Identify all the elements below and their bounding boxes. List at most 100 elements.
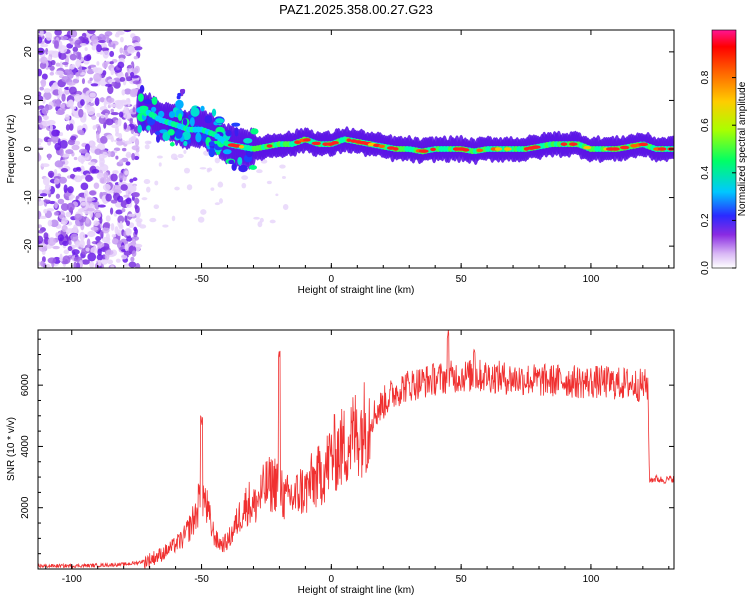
spectrogram-noise-blob bbox=[89, 77, 93, 82]
spectrogram-noise-blob bbox=[55, 70, 64, 76]
spectrogram-noise-blob bbox=[43, 208, 48, 214]
spectrogram-noise-blob bbox=[68, 38, 74, 42]
spectrogram-noise-blob bbox=[67, 186, 74, 194]
spectrogram-xtick-label: -100 bbox=[62, 274, 82, 285]
spectrogram-noise-blob bbox=[101, 259, 108, 265]
spectrogram-xtick-label: 0 bbox=[329, 274, 335, 285]
spectrogram-noise-blob bbox=[49, 65, 55, 71]
spectrogram-noise-blob bbox=[241, 182, 247, 189]
spectrogram-noise-blob bbox=[102, 151, 108, 158]
spectrogram-noise-blob bbox=[103, 221, 111, 229]
spectrogram-noise-blob bbox=[124, 243, 129, 252]
colorbar-label: Normalized spectral amplitude bbox=[737, 81, 748, 216]
spectrogram-noise-blob bbox=[74, 175, 83, 183]
snr-ytick-label: 6000 bbox=[20, 374, 31, 397]
spectrogram-ridge-blob bbox=[243, 137, 253, 144]
spectrogram-noise-blob bbox=[153, 204, 160, 210]
spectrogram-ridge-blob bbox=[156, 135, 161, 143]
spectrogram-noise-blob bbox=[129, 178, 134, 183]
spectrogram-noise-blob bbox=[114, 33, 120, 38]
spectrogram-noise-blob bbox=[61, 93, 66, 102]
spectrogram-noise-blob bbox=[207, 167, 213, 172]
spectrogram-ridge-peak bbox=[638, 142, 649, 147]
spectrogram-noise-blob bbox=[125, 203, 132, 208]
spectrogram-noise-blob bbox=[111, 238, 119, 244]
spectrogram-noise-blob bbox=[132, 107, 136, 113]
spectrogram-noise-blob bbox=[72, 167, 78, 172]
spectrogram-noise-blob bbox=[117, 61, 125, 69]
spectrogram-noise-blob bbox=[123, 122, 128, 130]
spectrogram-noise-blob bbox=[87, 66, 92, 70]
spectrogram-noise-blob bbox=[99, 157, 105, 166]
spectrogram-marks bbox=[38, 30, 674, 268]
spectrogram-noise-blob bbox=[114, 119, 119, 126]
spectrogram-noise-blob bbox=[84, 152, 90, 161]
spectrogram-ridge-peak bbox=[331, 140, 339, 145]
spectrogram-noise-blob bbox=[197, 216, 205, 223]
spectrogram-noise-blob bbox=[78, 108, 84, 118]
spectrogram-noise-blob bbox=[57, 234, 65, 242]
spectrogram-noise-blob bbox=[41, 107, 49, 115]
spectrogram-noise-blob bbox=[171, 215, 176, 222]
colorbar-tick-label: 0.2 bbox=[700, 213, 711, 227]
spectrogram-noise-blob bbox=[47, 138, 53, 143]
spectrogram-noise-blob bbox=[134, 197, 140, 205]
spectrogram-noise-blob bbox=[58, 176, 68, 184]
spectrogram-noise-blob bbox=[71, 144, 80, 151]
spectrogram-noise-blob bbox=[87, 252, 97, 262]
spectrogram-noise-blob bbox=[71, 249, 80, 255]
spectrogram-noise-blob bbox=[86, 208, 96, 212]
spectrogram-noise-blob bbox=[119, 159, 124, 164]
spectrogram-noise-blob bbox=[67, 139, 76, 146]
spectrogram-noise-blob bbox=[118, 133, 123, 140]
spectrogram-noise-blob bbox=[115, 126, 119, 135]
spectrogram-ridge-blob bbox=[178, 113, 183, 122]
spectrogram-noise-blob bbox=[60, 167, 69, 173]
spectrogram-ridge-blob bbox=[222, 149, 232, 155]
colorbar-tick-label: 0.4 bbox=[700, 165, 711, 179]
spectrogram-noise-blob bbox=[109, 61, 114, 65]
spectrogram-noise-blob bbox=[87, 30, 96, 34]
spectrogram-ridge-blob bbox=[204, 115, 213, 124]
snr-marks bbox=[38, 330, 674, 569]
spectrogram-noise-blob bbox=[73, 51, 78, 55]
spectrogram-noise-blob bbox=[41, 73, 48, 80]
spectrogram-noise-blob bbox=[62, 255, 71, 265]
spectrogram-noise-blob bbox=[90, 226, 99, 231]
spectrogram-noise-blob bbox=[80, 99, 85, 106]
spectrogram-noise-blob bbox=[119, 220, 123, 229]
spectrogram-noise-blob bbox=[282, 203, 289, 211]
spectrogram-noise-blob bbox=[72, 78, 80, 84]
spectrogram-noise-blob bbox=[89, 261, 95, 268]
spectrogram-noise-blob bbox=[105, 193, 112, 202]
spectrogram-noise-blob bbox=[59, 140, 68, 149]
spectrogram-noise-blob bbox=[40, 260, 45, 267]
spectrogram-noise-blob bbox=[105, 118, 114, 126]
spectrogram-noise-blob bbox=[133, 55, 139, 60]
spectrogram-noise-blob bbox=[85, 247, 90, 252]
spectrogram-noise-blob bbox=[177, 153, 184, 159]
spectrogram-noise-blob bbox=[75, 71, 81, 77]
spectrogram-noise-blob bbox=[47, 219, 53, 227]
spectrogram-noise-blob bbox=[59, 147, 64, 157]
spectrogram-noise-blob bbox=[111, 124, 120, 129]
spectrogram-noise-blob bbox=[118, 111, 124, 118]
spectrogram-noise-blob bbox=[65, 124, 70, 131]
spectrogram-noise-blob bbox=[38, 115, 43, 124]
spectrogram-ridge-blob bbox=[143, 99, 153, 105]
snr-ticks: -100 -50 0 50 100 2000 4000 6000 bbox=[20, 330, 674, 585]
spectrogram-noise-blob bbox=[104, 112, 109, 118]
spectrogram-noise-blob bbox=[64, 114, 70, 122]
spectrogram-noise-blob bbox=[61, 76, 70, 83]
spectrogram-noise-blob bbox=[83, 189, 89, 199]
spectrogram-noise-blob bbox=[123, 250, 132, 256]
spectrogram-noise-blob bbox=[96, 61, 100, 66]
spectrogram-noise-blob bbox=[125, 197, 132, 205]
spectrogram-noise-blob bbox=[275, 193, 279, 197]
snr-xlabel: Height of straight line (km) bbox=[298, 585, 415, 596]
spectrogram-noise-blob bbox=[99, 78, 107, 87]
spectrogram-noise-blob bbox=[85, 217, 90, 224]
spectrogram-noise-blob bbox=[125, 161, 131, 166]
spectrogram-noise-blob bbox=[89, 92, 96, 98]
spectrogram-noise-blob bbox=[38, 152, 41, 162]
